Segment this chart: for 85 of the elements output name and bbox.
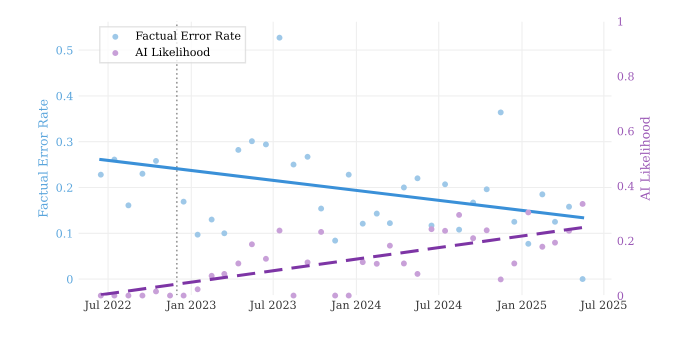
- point: [414, 270, 420, 277]
- point: [346, 172, 352, 178]
- point: [346, 292, 352, 299]
- y2-tick-label: 0.8: [618, 72, 634, 80]
- legend-label: Factual Error Rate: [136, 31, 240, 40]
- point: [511, 260, 518, 266]
- legend-label: AI Likelihood: [135, 48, 210, 56]
- point: [525, 240, 532, 247]
- point: [386, 242, 393, 249]
- point: [442, 228, 448, 234]
- point: [139, 292, 146, 299]
- point: [525, 210, 532, 216]
- point: [456, 212, 462, 218]
- point: [428, 226, 434, 232]
- point: [484, 227, 490, 234]
- y-tick-label: 0.4: [56, 92, 73, 100]
- point: [442, 181, 448, 188]
- point: [194, 232, 201, 238]
- x-tick-label: Jul 2022: [84, 300, 130, 312]
- point: [235, 146, 242, 153]
- point: [360, 220, 366, 227]
- point: [98, 172, 104, 178]
- point: [360, 259, 366, 266]
- x-tick-label: Jan 2023: [165, 300, 216, 312]
- point: [552, 240, 558, 246]
- point: [235, 260, 242, 266]
- y2-tick-label: 0: [618, 292, 624, 300]
- point: [290, 162, 296, 168]
- point: [208, 216, 215, 223]
- point: [180, 198, 187, 205]
- y2-tick-label: 1: [618, 17, 622, 26]
- point: [498, 109, 504, 116]
- point: [539, 244, 546, 250]
- point: [221, 230, 228, 236]
- y2-axis-title: AI Likelihood: [640, 116, 650, 201]
- x-tick-label: Jan 2024: [330, 300, 381, 312]
- x-tick-label: Jul 2024: [414, 300, 462, 312]
- y-tick-label: 0.5: [56, 46, 72, 54]
- point: [318, 206, 324, 212]
- point: [484, 186, 490, 192]
- point: [580, 201, 586, 207]
- point: [332, 292, 338, 299]
- y-tick-label: 0: [67, 275, 73, 284]
- y2-tick-label: 0.6: [618, 126, 634, 136]
- point: [290, 292, 296, 299]
- point: [139, 170, 146, 177]
- point: [180, 292, 187, 299]
- point: [566, 204, 572, 210]
- x-tick-label: Jan 2025: [496, 300, 546, 312]
- point: [262, 142, 269, 148]
- point: [153, 158, 159, 164]
- point: [386, 220, 393, 226]
- y-tick-label: 0.1: [56, 229, 72, 238]
- point: [498, 276, 504, 282]
- point: [511, 218, 518, 225]
- point: [276, 34, 282, 41]
- point: [400, 260, 407, 266]
- point: [248, 138, 255, 144]
- y2-tick-label: 0.2: [618, 236, 634, 246]
- point: [318, 228, 324, 235]
- point: [580, 276, 586, 282]
- y-tick-label: 0.2: [56, 183, 72, 192]
- point: [304, 154, 310, 160]
- y2-tick-label: 0.4: [618, 182, 634, 190]
- point: [125, 202, 132, 208]
- point: [125, 292, 132, 299]
- point: [414, 175, 420, 182]
- x-tick-label: Jul 2025: [579, 300, 626, 312]
- point: [332, 238, 338, 244]
- point: [374, 210, 380, 217]
- y-tick-label: 0.3: [56, 138, 73, 146]
- point: [552, 218, 558, 225]
- point: [194, 286, 201, 292]
- point: [276, 228, 282, 234]
- point: [248, 241, 255, 248]
- point: [153, 288, 159, 294]
- point: [456, 226, 462, 233]
- x-tick-label: Jul 2023: [248, 300, 296, 312]
- point: [400, 184, 407, 190]
- point: [374, 260, 380, 267]
- point: [167, 292, 173, 299]
- y-axis-title: Factual Error Rate: [38, 100, 48, 218]
- point: [262, 256, 269, 262]
- point: [539, 191, 546, 198]
- point: [470, 235, 476, 242]
